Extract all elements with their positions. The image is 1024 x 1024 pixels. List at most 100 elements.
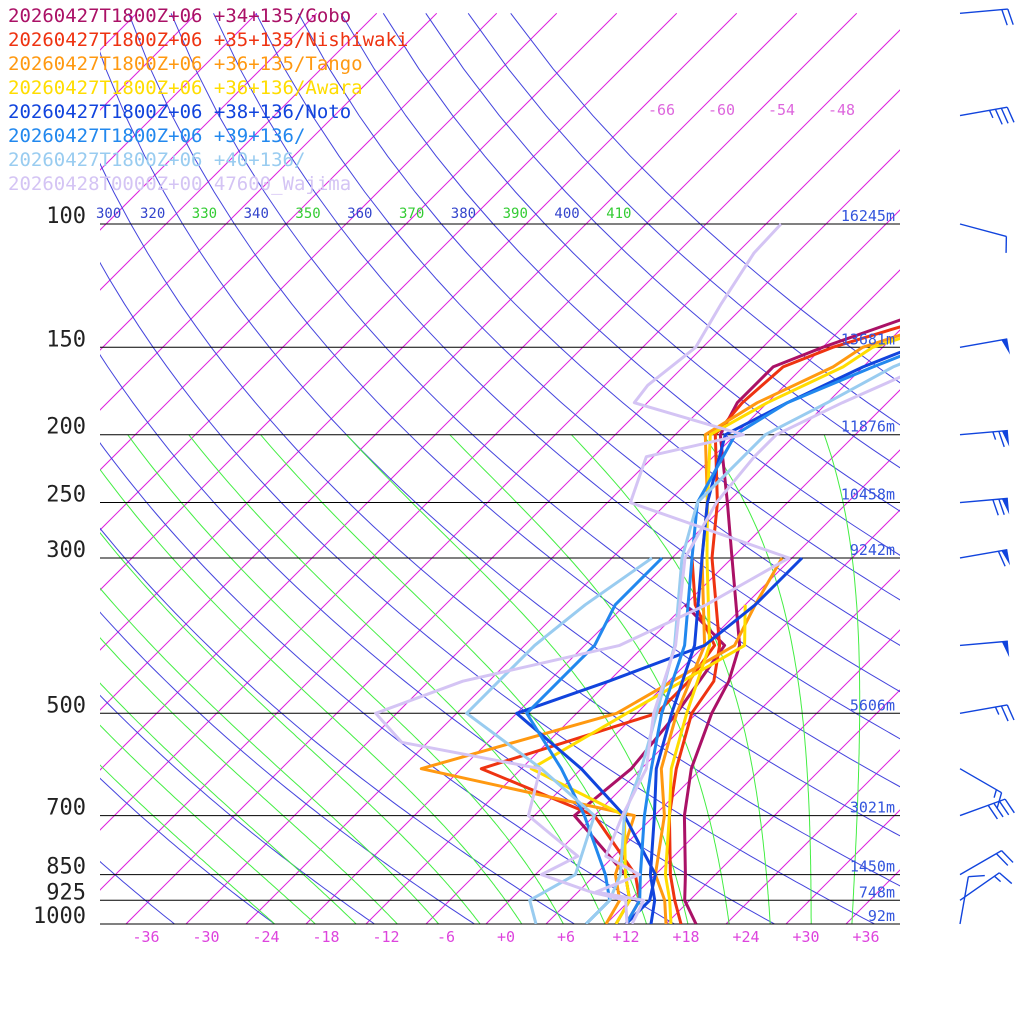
dry-adiabat-line xyxy=(100,51,900,837)
isotherm-line xyxy=(100,12,738,651)
moist-adiabat-line xyxy=(702,434,812,924)
wind-barb-flag xyxy=(998,872,1013,885)
temperature-tick-label: +30 xyxy=(792,928,819,946)
isotherm-line xyxy=(100,12,618,531)
dewpoint-line xyxy=(529,604,747,924)
temperature-tick-label: +18 xyxy=(672,928,699,946)
wind-barb-shaft xyxy=(959,872,1000,901)
isotherm-line xyxy=(425,449,900,924)
theta-label: 340 xyxy=(244,206,269,222)
wind-barb-flag xyxy=(1001,9,1008,26)
isotherm-line xyxy=(100,12,798,711)
moist-adiabat-line xyxy=(127,434,564,924)
temperature-tick-label: +12 xyxy=(612,928,639,946)
wind-barb-flag xyxy=(993,802,1004,818)
isotherm-line xyxy=(966,13,1024,924)
theta-label: 360 xyxy=(347,206,372,222)
height-label: 1450m xyxy=(850,858,895,876)
isotherm-line xyxy=(906,13,1024,924)
dry-adiabat-line xyxy=(297,13,900,601)
dry-adiabat-line xyxy=(100,777,276,924)
height-label: 11876m xyxy=(841,418,895,436)
height-label: 92m xyxy=(868,907,895,925)
data-series xyxy=(374,222,900,924)
dry-adiabat-line xyxy=(213,13,900,693)
height-label: 10458m xyxy=(841,486,895,504)
temperature-line xyxy=(584,362,900,924)
upper-temperature-label: -54 xyxy=(768,101,795,119)
height-label: 13681m xyxy=(841,330,895,348)
height-label: 16245m xyxy=(841,207,895,225)
isotherm-line xyxy=(125,149,900,924)
isotherm-line xyxy=(545,569,900,924)
temperature-tick-label: +0 xyxy=(497,928,515,946)
pressure-tick-label: 300 xyxy=(46,538,86,563)
wind-barb-flag xyxy=(1000,705,1009,722)
moist-adiabat-line xyxy=(100,637,399,924)
dewpoint-line xyxy=(374,222,791,924)
temperature-tick-label: -36 xyxy=(132,928,159,946)
moist-adiabat-line xyxy=(100,532,481,924)
wind-barb xyxy=(959,8,1014,26)
wind-barb-shaft xyxy=(959,548,1008,559)
wind-barb-half-flag xyxy=(992,431,997,440)
wind-barb-half-flag xyxy=(988,110,994,119)
theta-label: 350 xyxy=(295,206,320,222)
height-label: 3021m xyxy=(850,799,895,817)
isotherm-line xyxy=(100,29,900,831)
legend-entry: 20260428T0000Z+00 47600_Wajima xyxy=(8,173,352,195)
pressure-tick-label: 700 xyxy=(46,796,86,821)
dry-adiabat-line xyxy=(100,611,476,924)
pressure-tick-label: 850 xyxy=(46,855,86,880)
wind-barb-half-flag xyxy=(993,789,998,798)
moist-adiabat-line xyxy=(100,468,523,924)
theta-label: 380 xyxy=(451,206,476,222)
theta-label: 390 xyxy=(503,206,528,222)
background-lines xyxy=(100,12,1024,924)
wind-barb xyxy=(959,640,1010,658)
moist-adiabat-line xyxy=(100,764,276,924)
isotherm-line xyxy=(725,749,900,924)
isotherm-line xyxy=(100,12,318,231)
wind-barb-shaft xyxy=(959,849,1002,876)
wind-barb xyxy=(959,874,985,925)
isotherm-line xyxy=(245,269,900,924)
dewpoint-line xyxy=(515,556,804,924)
temperature-tick-label: -18 xyxy=(312,928,339,946)
isotherm-line xyxy=(100,89,900,891)
dry-adiabat-line xyxy=(128,13,900,788)
temperature-line xyxy=(667,325,900,924)
wind-barb xyxy=(959,798,1015,820)
isotherm-line xyxy=(100,12,378,291)
wind-barb-pennant xyxy=(1001,430,1010,447)
isobars xyxy=(100,223,900,925)
wind-barb-pennant xyxy=(1001,498,1010,515)
temperature-tick-label: +24 xyxy=(732,928,759,946)
wind-barb-shaft xyxy=(959,106,1008,117)
pressure-tick-label: 1000 xyxy=(33,904,86,929)
wind-barb-flag xyxy=(997,550,1006,567)
axis-labels: 100 16245m 150 13681m 200 11876m 250 10458m 300 9… xyxy=(33,101,895,946)
pressure-tick-label: 500 xyxy=(46,693,86,718)
wind-barb xyxy=(959,872,1013,901)
wind-barb-shaft xyxy=(959,876,970,925)
dry-adiabat-line xyxy=(510,12,900,384)
dry-adiabat-line xyxy=(340,13,900,556)
wind-barb xyxy=(959,849,1014,876)
isotherm-line xyxy=(100,12,858,771)
temperature-tick-label: +36 xyxy=(852,928,879,946)
wind-barb-flag xyxy=(998,431,1005,448)
moist-adiabat-line xyxy=(100,682,357,924)
moist-adiabat-line xyxy=(188,434,606,924)
dry-adiabat-line xyxy=(100,527,576,924)
wind-barb-shaft xyxy=(959,429,1008,436)
temperature-tick-label: +6 xyxy=(557,928,575,946)
wind-barb-flag xyxy=(1001,850,1014,863)
moist-adiabat-line xyxy=(260,434,648,924)
theta-label: 400 xyxy=(554,206,579,222)
wind-barb xyxy=(959,338,1011,355)
wind-barb-half-flag xyxy=(994,706,1000,715)
temperature-tick-label: -12 xyxy=(372,928,399,946)
temperature-tick-label: -24 xyxy=(252,928,279,946)
temperature-line xyxy=(624,354,900,924)
